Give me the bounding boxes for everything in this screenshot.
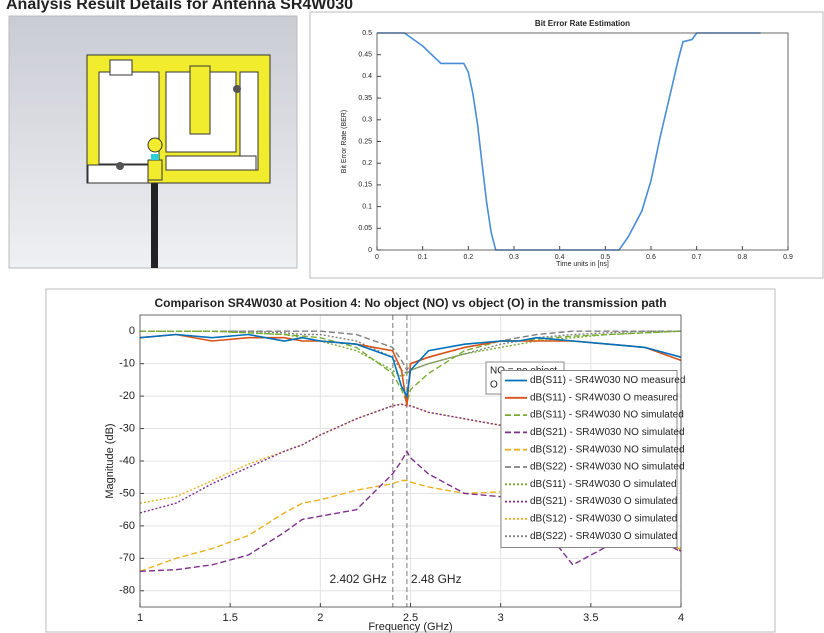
- y-tick-label: 0.2: [362, 160, 372, 167]
- x-tick-label: 2: [317, 612, 323, 624]
- legend-label: dB(S12) - SR4W030 NO simulated: [530, 444, 685, 455]
- x-axis-label: Time units in [ns]: [556, 261, 609, 268]
- chart-title: Comparison SR4W030 at Position 4: No obj…: [154, 296, 666, 310]
- x-tick-label: 0.9: [783, 254, 793, 261]
- y-tick-label: 0.15: [358, 182, 372, 189]
- y-tick-label: 0.35: [358, 95, 372, 102]
- y-tick-label: 0.3: [362, 117, 372, 124]
- y-tick-label: -10: [119, 358, 135, 370]
- y-tick-label: -30: [119, 422, 135, 434]
- x-tick-label: 0.3: [509, 254, 519, 261]
- page: {"title": "Analysis Result Details for A…: [0, 0, 824, 633]
- y-axis-label: Magnitude (dB): [104, 423, 116, 498]
- y-tick-label: 0.4: [362, 73, 372, 80]
- y-tick-label: -20: [119, 390, 135, 402]
- page-title: Analysis Result Details for Antenna SR4W…: [6, 0, 353, 13]
- x-tick-label: 3.5: [583, 612, 598, 624]
- y-tick-label: 0.45: [358, 52, 372, 59]
- legend-label: dB(S11) - SR4W030 NO measured: [530, 375, 685, 386]
- legend-label: dB(S22) - SR4W030 O simulated: [530, 531, 677, 542]
- antenna-image: [9, 16, 297, 268]
- x-tick-label: 3: [498, 612, 504, 624]
- marker-label: 2.402 GHz: [329, 572, 386, 586]
- y-tick-label: -60: [119, 520, 135, 532]
- legend-label: dB(S11) - SR4W030 O measured: [530, 392, 678, 403]
- x-tick-label: 0.5: [600, 254, 610, 261]
- x-tick-label: 0.1: [418, 254, 428, 261]
- y-tick-label: 0.25: [358, 138, 372, 145]
- x-tick-label: 0.8: [737, 254, 747, 261]
- page-canvas: Analysis Result Details for Antenna SR4W…: [0, 0, 824, 633]
- chart-title: Bit Error Rate Estimation: [535, 19, 630, 28]
- legend-label: dB(S22) - SR4W030 NO simulated: [530, 462, 685, 473]
- legend-label: dB(S11) - SR4W030 O simulated: [530, 479, 677, 490]
- y-tick-label: -80: [119, 585, 135, 597]
- x-axis-label: Frequency (GHz): [368, 621, 452, 633]
- y-tick-label: 0.05: [358, 225, 372, 232]
- y-tick-label: -70: [119, 552, 135, 564]
- y-tick-label: 0: [129, 325, 135, 337]
- y-tick-label: 0.1: [362, 203, 372, 210]
- marker-label: 2.48 GHz: [411, 572, 462, 586]
- y-tick-label: -50: [119, 487, 135, 499]
- legend-label: dB(S12) - SR4W030 O simulated: [530, 514, 677, 525]
- x-tick-label: 0.2: [463, 254, 473, 261]
- x-tick-label: 4: [678, 612, 684, 624]
- plot-area: [377, 33, 788, 250]
- y-tick-label: 0.5: [362, 30, 372, 37]
- x-tick-label: 0: [375, 254, 379, 261]
- legend-label: dB(S21) - SR4W030 O simulated: [530, 496, 677, 507]
- x-tick-label: 0.7: [692, 254, 702, 261]
- legend-label: dB(S21) - SR4W030 NO simulated: [530, 427, 685, 438]
- x-tick-label: 1: [137, 612, 143, 624]
- x-tick-label: 0.6: [646, 254, 656, 261]
- y-tick-label: 0: [368, 247, 372, 254]
- y-axis-label: Bit Error Rate (BER): [341, 110, 348, 173]
- x-tick-label: 1.5: [223, 612, 238, 624]
- legend-label: dB(S11) - SR4W030 NO simulated: [530, 410, 684, 421]
- x-tick-label: 0.4: [555, 254, 565, 261]
- y-tick-label: -40: [119, 455, 135, 467]
